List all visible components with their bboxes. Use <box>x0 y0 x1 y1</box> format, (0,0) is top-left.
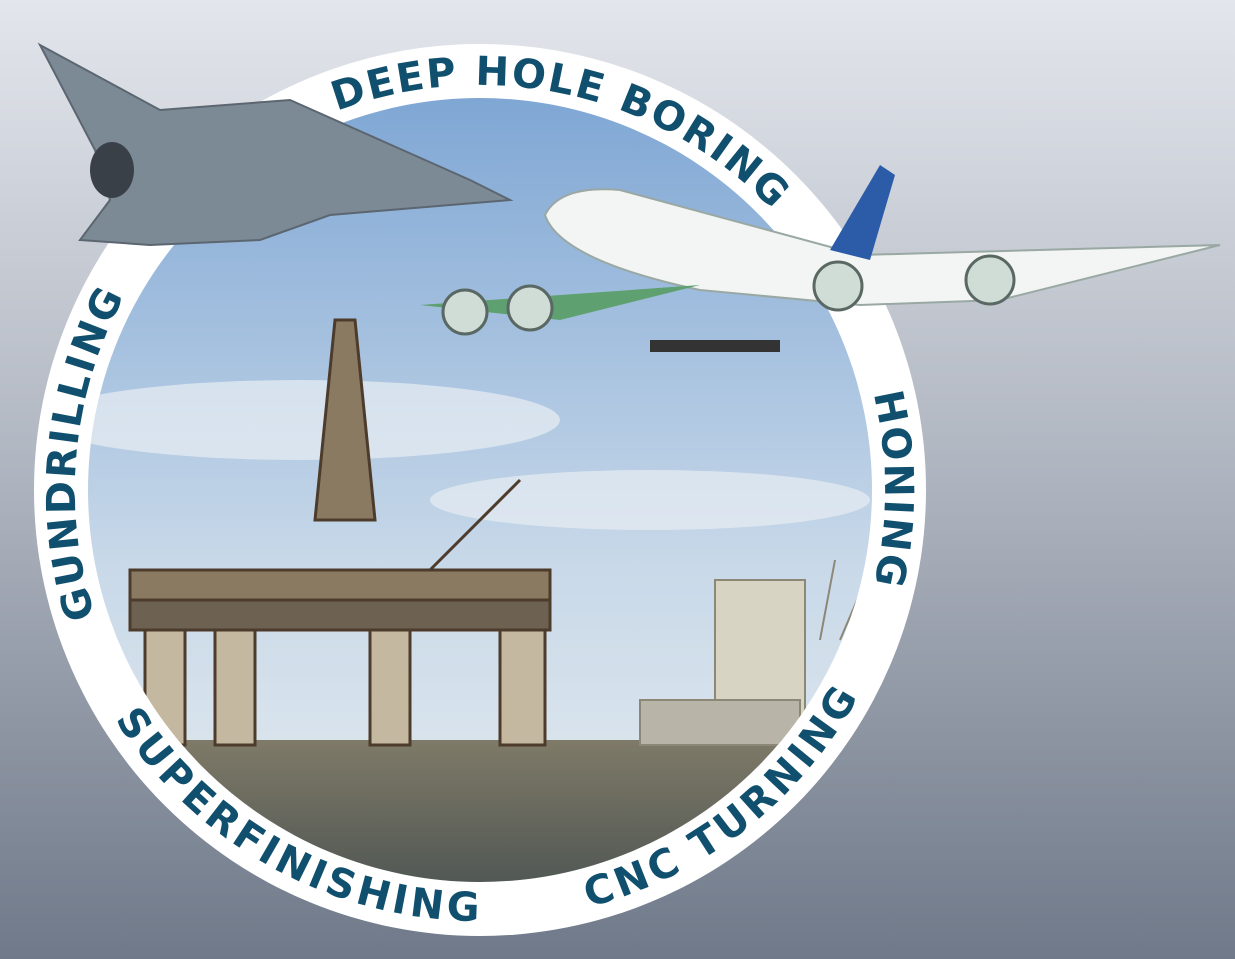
fighter-jet <box>37 42 514 247</box>
airliner <box>420 165 1221 352</box>
